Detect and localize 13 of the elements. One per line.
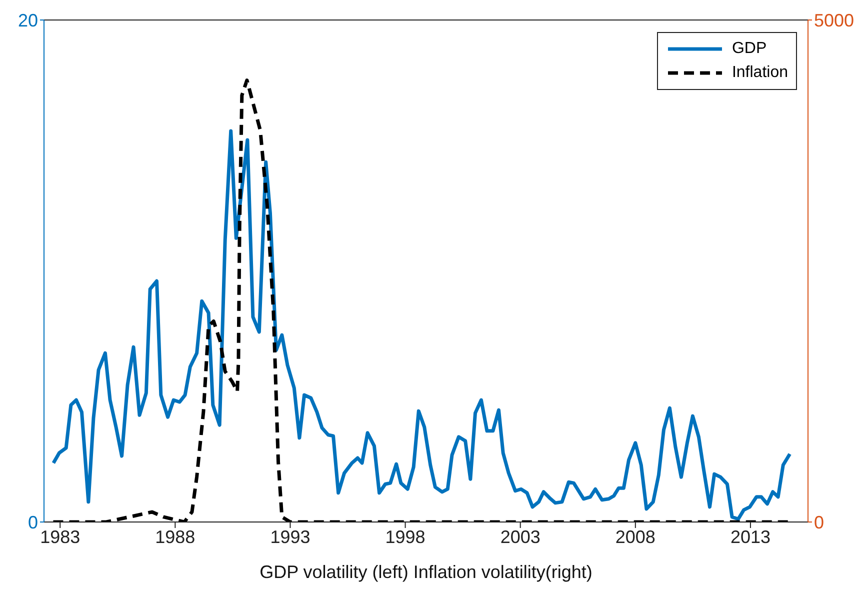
y2-tick-label: 0 — [814, 512, 824, 532]
x-tick-label: 1993 — [270, 526, 310, 547]
x-tick-label: 2013 — [730, 526, 770, 547]
y2-tick-label: 5000 — [814, 10, 854, 30]
x-axis-title: GDP volatility (left) Inflation volatility(right) — [260, 562, 592, 582]
x-tick-label: 1998 — [385, 526, 426, 547]
x-tick-label: 1988 — [155, 526, 196, 547]
x-tick-label: 1983 — [40, 526, 80, 547]
y-tick-label: 20 — [18, 10, 38, 30]
legend-label: Inflation — [732, 64, 788, 82]
legend-label: GDP — [732, 40, 767, 58]
x-tick-label: 2003 — [500, 526, 540, 547]
x-tick-label: 2008 — [615, 526, 656, 547]
